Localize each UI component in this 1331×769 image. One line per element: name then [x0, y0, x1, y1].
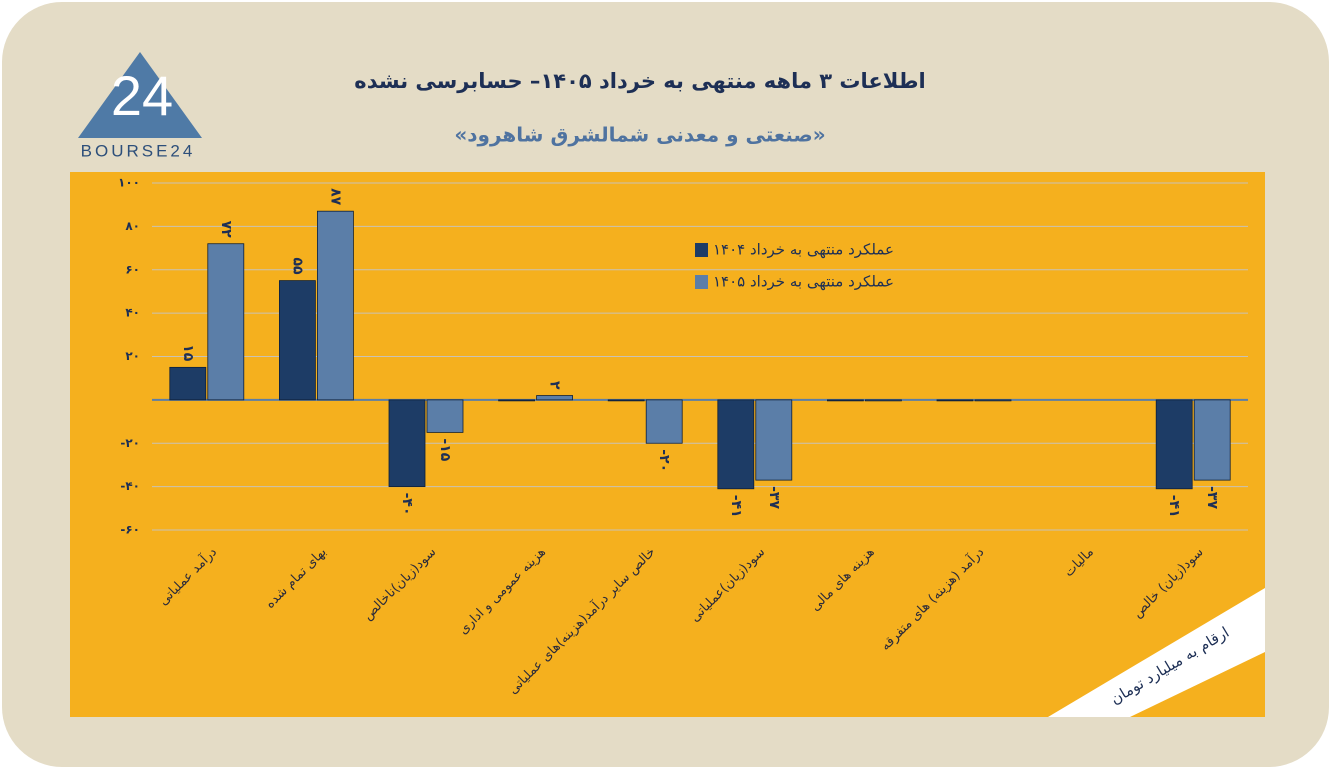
- bar: [426, 399, 464, 433]
- bar: [755, 399, 793, 481]
- bar: [388, 399, 426, 488]
- bar: [607, 399, 645, 402]
- data-label: -۳۷: [766, 486, 782, 509]
- logo-triangle: [78, 52, 202, 138]
- y-tick-label: -۶۰: [120, 523, 140, 537]
- data-label: -۴۱: [728, 495, 744, 518]
- bar: [169, 366, 207, 401]
- bar: [717, 399, 755, 490]
- bar: [316, 210, 354, 401]
- y-tick-label: ۸۰: [125, 219, 140, 233]
- data-label: ۲: [547, 381, 563, 390]
- bar: [207, 243, 245, 401]
- data-label: -۴۱: [1166, 495, 1182, 518]
- bar: [936, 399, 974, 402]
- legend-swatch: [695, 243, 708, 257]
- bar: [536, 395, 573, 401]
- legend-swatch: [695, 275, 708, 289]
- data-label: -۳۷: [1204, 486, 1220, 509]
- chart-title: اطلاعات ۳ ماهه منتهی به خرداد ۱۴۰۵– حساب…: [354, 69, 925, 93]
- y-tick-label: ۲۰: [125, 349, 140, 363]
- data-label: ۵۵: [289, 258, 305, 276]
- y-tick-label: -۴۰: [120, 479, 140, 493]
- note-band: [1048, 588, 1265, 717]
- logo-mark: 24: [111, 64, 173, 127]
- data-label: ۷۲: [218, 221, 234, 239]
- bar: [645, 399, 683, 444]
- plot-background: [70, 172, 1265, 717]
- bar: [827, 399, 864, 402]
- data-label: -۲۰: [656, 449, 672, 472]
- legend-label: عملکرد منتهی به خرداد ۱۴۰۴: [713, 241, 894, 259]
- y-tick-label: ۶۰: [125, 262, 140, 276]
- bar: [1193, 399, 1231, 481]
- logo-text: BOURSE24: [81, 141, 196, 160]
- bar: [865, 399, 902, 402]
- y-tick-label: ۱۰۰: [118, 176, 140, 190]
- bar: [1155, 399, 1193, 490]
- data-label: ۸۷: [327, 188, 343, 206]
- data-label: -۴۰: [399, 493, 415, 516]
- bar: [498, 399, 536, 402]
- chart-subtitle: «صنعتی و معدنی شمالشرق شاهرود»: [454, 123, 825, 147]
- bar: [974, 399, 1012, 402]
- y-tick-label: ۴۰: [125, 306, 140, 320]
- legend-label: عملکرد منتهی به خرداد ۱۴۰۵: [713, 273, 894, 291]
- bar: [278, 280, 316, 401]
- data-label: ۱۵: [180, 344, 196, 362]
- y-tick-label: -۲۰: [120, 436, 140, 450]
- data-label: -۱۵: [437, 438, 453, 461]
